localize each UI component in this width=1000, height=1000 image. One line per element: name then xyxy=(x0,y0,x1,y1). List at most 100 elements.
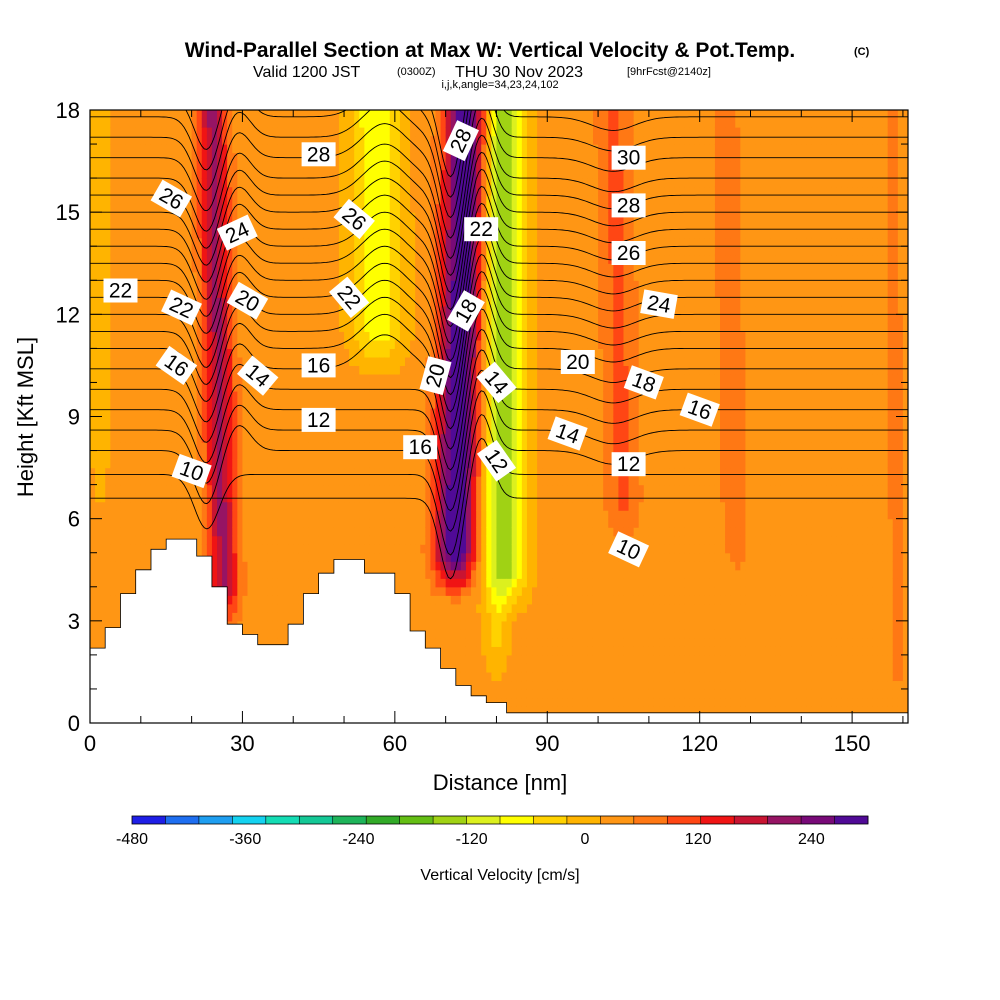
velocity-cell xyxy=(247,578,254,588)
velocity-cell xyxy=(298,407,304,418)
velocity-cell xyxy=(237,271,244,281)
velocity-cell xyxy=(222,280,228,290)
velocity-cell xyxy=(415,425,421,435)
velocity-cell xyxy=(308,476,315,486)
velocity-cell xyxy=(191,527,198,537)
velocity-cell xyxy=(125,416,132,426)
velocity-cell xyxy=(206,254,213,264)
velocity-cell xyxy=(140,416,147,426)
velocity-cell xyxy=(369,484,376,494)
velocity-cell xyxy=(181,501,188,511)
velocity-cell xyxy=(303,127,310,137)
velocity-cell xyxy=(415,527,421,537)
velocity-cell xyxy=(288,297,294,307)
velocity-cell xyxy=(206,305,213,315)
velocity-cell xyxy=(252,595,259,605)
velocity-cell xyxy=(333,229,340,239)
velocity-cell xyxy=(405,271,411,281)
velocity-cell xyxy=(232,416,238,426)
velocity-cell xyxy=(262,144,269,154)
velocity-cell xyxy=(115,586,122,596)
velocity-cell xyxy=(191,288,198,298)
velocity-cell xyxy=(140,254,147,264)
velocity-cell xyxy=(232,433,238,443)
velocity-cell xyxy=(186,110,193,120)
velocity-cell xyxy=(323,297,330,307)
velocity-cell xyxy=(206,178,213,188)
velocity-cell xyxy=(410,288,416,298)
velocity-cell xyxy=(227,578,233,588)
velocity-cell xyxy=(338,356,345,367)
velocity-cell xyxy=(410,382,416,392)
velocity-cell xyxy=(252,561,259,571)
velocity-cell xyxy=(262,356,269,367)
velocity-cell xyxy=(135,322,142,332)
velocity-cell xyxy=(166,450,172,460)
velocity-cell xyxy=(222,254,228,264)
velocity-cell xyxy=(430,527,437,537)
velocity-cell xyxy=(150,339,157,349)
velocity-cell xyxy=(110,544,116,554)
velocity-cell xyxy=(217,578,223,588)
velocity-cell xyxy=(222,416,228,426)
velocity-cell xyxy=(267,305,274,315)
velocity-cell xyxy=(410,425,416,435)
velocity-cell xyxy=(318,297,325,307)
velocity-cell xyxy=(211,195,218,205)
velocity-cell xyxy=(90,527,96,537)
velocity-cell xyxy=(171,459,177,469)
velocity-cell xyxy=(298,144,304,154)
velocity-cell xyxy=(399,382,406,392)
velocity-cell xyxy=(384,501,391,511)
velocity-cell xyxy=(288,544,294,554)
velocity-cell xyxy=(288,493,294,503)
velocity-cell xyxy=(115,203,122,213)
velocity-cell xyxy=(405,195,411,205)
velocity-cell xyxy=(354,169,360,179)
velocity-cell xyxy=(130,459,137,469)
velocity-cell xyxy=(95,271,101,281)
velocity-cell xyxy=(308,544,315,554)
velocity-cell xyxy=(222,459,228,469)
velocity-cell xyxy=(242,493,249,503)
velocity-cell xyxy=(211,118,218,128)
velocity-cell xyxy=(318,450,325,460)
velocity-cell xyxy=(303,544,310,554)
velocity-cell xyxy=(110,305,116,315)
velocity-cell xyxy=(420,127,426,137)
velocity-cell xyxy=(405,356,411,367)
velocity-cell xyxy=(308,127,315,137)
velocity-cell xyxy=(247,186,254,196)
velocity-cell xyxy=(196,382,203,392)
velocity-cell xyxy=(359,280,365,290)
velocity-cell xyxy=(232,263,238,273)
velocity-cell xyxy=(288,348,294,358)
velocity-cell xyxy=(105,110,111,120)
velocity-cell xyxy=(257,246,264,256)
velocity-cell xyxy=(100,518,106,528)
velocity-cell xyxy=(354,314,360,324)
velocity-cell xyxy=(191,152,198,162)
velocity-cell xyxy=(364,169,371,179)
velocity-cell xyxy=(166,382,172,392)
velocity-cell xyxy=(110,433,116,443)
velocity-cell xyxy=(435,161,442,171)
velocity-cell xyxy=(206,271,213,281)
velocity-cell xyxy=(313,271,320,281)
velocity-cell xyxy=(354,390,360,401)
velocity-cell xyxy=(283,297,289,307)
velocity-cell xyxy=(379,288,386,298)
velocity-cell xyxy=(399,297,406,307)
velocity-cell xyxy=(384,212,391,222)
velocity-cell xyxy=(186,339,193,349)
velocity-cell xyxy=(364,118,371,128)
velocity-cell xyxy=(354,476,360,486)
velocity-cell xyxy=(333,510,340,520)
velocity-cell xyxy=(95,518,101,528)
velocity-cell xyxy=(130,356,137,367)
velocity-cell xyxy=(252,135,259,145)
velocity-cell xyxy=(298,595,304,605)
velocity-cell xyxy=(333,476,340,486)
velocity-cell xyxy=(277,586,284,596)
velocity-cell xyxy=(369,280,376,290)
